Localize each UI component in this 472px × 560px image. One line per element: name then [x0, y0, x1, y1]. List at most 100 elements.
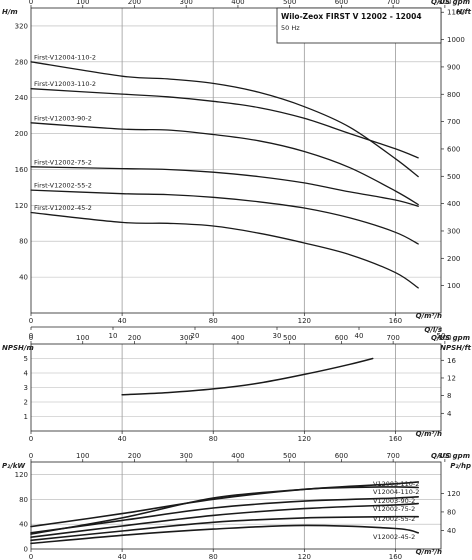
head-y2-tick-label: 500 [447, 173, 460, 181]
npsh-y-axis-label: NPSH/m [2, 344, 34, 352]
power-x-tick-label: 160 [389, 553, 402, 560]
npsh-top-tick-label: 300 [180, 334, 193, 342]
head-top-tick-label: 200 [128, 0, 141, 6]
head-y2-axis-label: H/ft [456, 8, 471, 16]
npsh-y2-axis-label: NPSH/ft [440, 344, 471, 352]
head-series-label: First-V12003-90-2 [34, 114, 92, 122]
head-top-axis-label: Q/US gpm [431, 0, 470, 6]
power-series-label: V12003-110-2 [373, 480, 419, 488]
power-top-tick-label: 300 [180, 452, 193, 460]
head-top-tick-label: 300 [180, 0, 193, 6]
npsh-top-tick-label: 200 [128, 334, 141, 342]
power-top-tick-label: 0 [29, 452, 33, 460]
head-y-tick-label: 160 [15, 166, 28, 174]
head-top-tick-label: 100 [76, 0, 89, 6]
head-y2-tick-label: 600 [447, 145, 460, 153]
npsh-y2-tick-label: 12 [447, 374, 456, 382]
head-y-tick-label: 80 [19, 238, 28, 246]
power-x-tick-label: 40 [118, 553, 127, 560]
head-x-tick-label: 160 [389, 317, 402, 325]
power-series-line [30, 502, 419, 538]
npsh-y-tick-label: 5 [24, 355, 28, 363]
power-top-tick-label: 100 [76, 452, 89, 460]
power-y-tick-label: 40 [19, 521, 28, 529]
head-y-tick-label: 200 [15, 130, 28, 138]
power-top-tick-label: 500 [283, 452, 296, 460]
head-ls-tick-label: 40 [355, 332, 364, 340]
head-ls-tick-label: 0 [29, 332, 33, 340]
npsh-y-tick-label: 3 [24, 384, 28, 392]
head-y2-tick-label: 400 [447, 200, 460, 208]
head-x-tick-label: 80 [209, 317, 218, 325]
head-y2-tick-label: 900 [447, 63, 460, 71]
power-plot-frame [30, 461, 442, 550]
npsh-top-tick-label: 500 [283, 334, 296, 342]
head-ls-tick-label: 10 [109, 332, 118, 340]
head-series-label: First-V12002-55-2 [34, 182, 92, 190]
power-series-line [30, 524, 419, 545]
head-y-tick-label: 240 [15, 94, 28, 102]
power-x-tick-label: 80 [209, 553, 218, 560]
head-plot-frame [30, 7, 442, 314]
head-y2-tick-label: 1000 [447, 36, 465, 44]
head-x-tick-label: 0 [29, 317, 33, 325]
npsh-series-line [121, 357, 374, 396]
head-x-axis-label: Q/m³/h [416, 312, 442, 320]
head-y2-tick-label: 100 [447, 282, 460, 290]
npsh-y-tick-label: 2 [24, 399, 28, 407]
head-top-tick-label: 500 [283, 0, 296, 6]
head-top-tick-label: 700 [386, 0, 399, 6]
power-y2-axis-label: P₂/hp [450, 462, 471, 470]
power-y-tick-label: 80 [19, 496, 28, 504]
chart-subtitle: 50 Hz [281, 24, 300, 32]
power-series-label: V12002-75-2 [373, 505, 415, 513]
npsh-top-tick-label: 800 [438, 334, 451, 342]
power-top-tick-label: 400 [231, 452, 244, 460]
head-y-tick-label: 120 [15, 202, 28, 210]
power-y-tick-label: 120 [15, 471, 28, 479]
head-ls-tick-label: 30 [273, 332, 282, 340]
head-x-tick-label: 40 [118, 317, 127, 325]
power-top-tick-label: 700 [386, 452, 399, 460]
npsh-y2-tick-label: 4 [447, 410, 452, 418]
head-ls-tick-label: 20 [191, 332, 200, 340]
title-box [276, 7, 442, 44]
power-series-label: V12003-90-2 [373, 497, 415, 505]
head-series-line [30, 166, 419, 207]
npsh-y-tick-label: 1 [24, 413, 28, 421]
head-y-tick-label: 40 [19, 274, 28, 282]
head-series-label: First-V12002-75-2 [34, 158, 92, 166]
power-series-label: V12002-45-2 [373, 533, 415, 541]
head-series-line [30, 61, 419, 178]
chart-title: Wilo-Zeox FIRST V 12002 - 12004 [281, 12, 422, 21]
npsh-top-tick-label: 700 [386, 334, 399, 342]
npsh-x-axis-label: Q/m³/h [416, 430, 442, 438]
head-series-label: First-V12003-110-2 [34, 80, 96, 88]
power-y2-tick-label: 80 [447, 508, 456, 516]
head-ls-tick-label: 50 [437, 332, 446, 340]
head-y2-tick-label: 200 [447, 255, 460, 263]
head-top-tick-label: 0 [29, 0, 33, 6]
power-top-tick-label: 800 [438, 452, 451, 460]
head-y2-tick-label: 1100 [447, 9, 465, 17]
npsh-top-tick-label: 100 [76, 334, 89, 342]
head-y2-tick-label: 800 [447, 91, 460, 99]
power-top-axis-label: Q/US gpm [431, 452, 470, 460]
power-x-axis-label: Q/m³/h [416, 548, 442, 556]
power-top-tick-label: 600 [335, 452, 348, 460]
head-x-tick-label: 120 [298, 317, 311, 325]
npsh-x-tick-label: 120 [298, 435, 311, 443]
npsh-y2-tick-label: 8 [447, 392, 451, 400]
power-y2-tick-label: 120 [447, 490, 460, 498]
head-series-label: First-V12002-45-2 [34, 204, 92, 212]
head-y2-tick-label: 300 [447, 227, 460, 235]
power-series-line [30, 481, 419, 528]
head-top-tick-label: 800 [438, 0, 451, 6]
head-y2-tick-label: 700 [447, 118, 460, 126]
power-y2-tick-label: 40 [447, 527, 456, 535]
npsh-x-tick-label: 0 [29, 435, 33, 443]
npsh-top-tick-label: 400 [231, 334, 244, 342]
power-series-label: V12004-110-2 [373, 488, 419, 496]
npsh-top-tick-label: 600 [335, 334, 348, 342]
